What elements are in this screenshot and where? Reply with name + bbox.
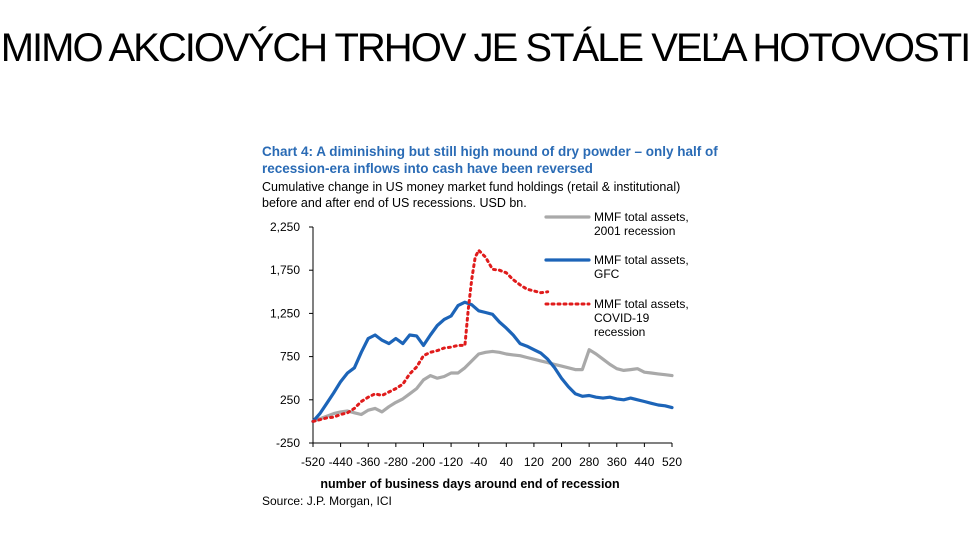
y-tick-label: -250 [276,436,300,450]
x-axis-label: number of business days around end of re… [320,477,619,491]
chart-title-line-2: recession-era inflows into cash have bee… [262,161,593,176]
chart-title-line-1: Chart 4: A diminishing but still high mo… [262,144,718,159]
y-tick-label: 1,250 [270,306,300,320]
x-tick-label: -360 [356,455,380,469]
y-tick-label: 1,750 [270,263,300,277]
x-tick-label: 120 [524,455,544,469]
chart-subtitle-line-1: Cumulative change in US money market fun… [262,180,681,194]
x-tick-label: 40 [500,455,514,469]
series-line-3 [311,248,550,423]
source-note: Source: J.P. Morgan, ICI [262,494,392,508]
x-tick-label: 520 [662,455,682,469]
x-tick-label: 360 [607,455,627,469]
x-tick-label: -520 [301,455,325,469]
x-tick-label: 200 [552,455,572,469]
x-tick-label: 280 [579,455,599,469]
legend-label-3-line-2: COVID-19 [594,311,650,325]
chart-subtitle-line-2: before and after end of US recessions. U… [262,196,527,210]
series-line-1 [311,348,674,423]
legend-label-1-line-1: MMF total assets, [594,210,689,224]
series-lines [311,248,674,423]
legend-label-3-line-1: MMF total assets, [594,297,689,311]
y-tick-label: 750 [280,350,300,364]
y-tick-label: 250 [280,393,300,407]
chart-subtitle: Cumulative change in US money market fun… [262,179,722,211]
legend-label-2-line-1: MMF total assets, [594,253,689,267]
x-tick-label: -120 [439,455,463,469]
axes: 2,250 1,750 1,250 750 250 -250-520 -440 -360 -28… [270,220,682,469]
x-tick-label: -200 [411,455,435,469]
legend-label-1-line-2: 2001 recession [594,224,675,238]
series-line-2 [311,300,674,423]
legend-label-2-line-2: GFC [594,267,620,281]
y-tick-label: 2,250 [270,220,300,234]
x-tick-label: -280 [384,455,408,469]
chart-title: Chart 4: A diminishing but still high mo… [262,143,722,177]
slide-title: MIMO AKCIOVÝCH TRHOV JE STÁLE VEĽA HOTOV… [0,26,970,70]
x-tick-label: -440 [329,455,353,469]
x-tick-label: -40 [470,455,488,469]
x-tick-label: 440 [634,455,654,469]
legend-label-3-line-3: recession [594,325,645,339]
